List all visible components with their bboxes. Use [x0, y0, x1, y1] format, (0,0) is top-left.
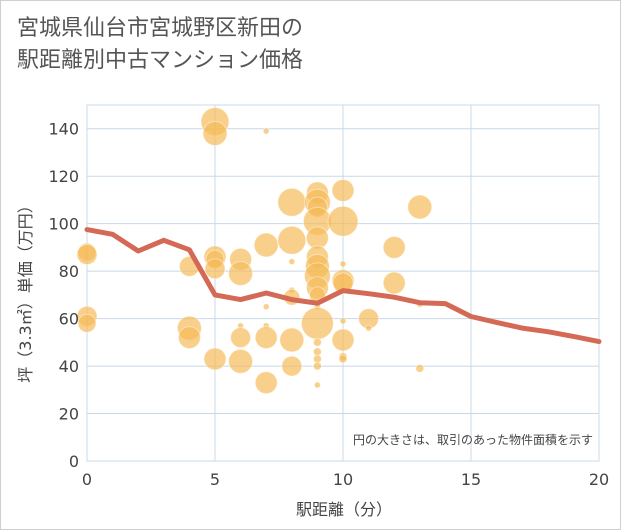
bubble-point: [382, 271, 406, 295]
bubble-point: [365, 324, 373, 332]
bubble-point: [177, 326, 201, 350]
y-tick-label: 80: [59, 262, 79, 281]
bubble-point: [230, 327, 252, 349]
x-tick-label: 10: [333, 470, 353, 489]
bubble-point: [204, 258, 226, 280]
bubble-point: [331, 178, 355, 202]
y-tick-label: 100: [48, 215, 79, 234]
y-tick-label: 20: [59, 405, 79, 424]
chart-title-line-1: 宮城県仙台市宮城野区新田の: [17, 16, 304, 41]
bubble-point: [281, 355, 303, 377]
bubble-point: [228, 348, 254, 374]
x-axis-ticks: 0 5 10 15 20: [82, 470, 609, 489]
bubble-point: [277, 187, 307, 217]
bubble-point: [382, 235, 406, 259]
bubble-point: [253, 232, 279, 258]
bubble-point: [254, 371, 278, 395]
y-tick-label: 40: [59, 357, 79, 376]
y-axis-ticks: 0 20 40 60 80 100 120 140: [48, 120, 79, 471]
bubble-point: [279, 327, 305, 353]
bubble-point: [338, 354, 348, 364]
x-tick-label: 20: [589, 470, 609, 489]
bubble-point: [228, 261, 254, 287]
y-axis-label: 坪（3.3㎡）単価（万円）: [16, 197, 35, 382]
y-tick-label: 0: [69, 452, 79, 471]
bubble-point: [407, 194, 433, 220]
bubble-layer: [76, 107, 433, 395]
x-axis-label: 駅距離（分）: [296, 500, 392, 519]
bubble-point: [300, 306, 334, 340]
grid-lines: [86, 104, 600, 462]
size-note: 円の大きさは、取引のあった物件面積を示す: [353, 432, 593, 447]
chart-title-line-2: 駅距離別中古マンション価格: [17, 48, 304, 73]
bubble-point: [277, 225, 307, 255]
bubble-point: [77, 313, 97, 333]
trend-line-layer: [84, 227, 602, 345]
bubble-point: [327, 205, 359, 237]
bubble-point: [202, 120, 228, 146]
bubble-point: [262, 303, 270, 311]
bubble-point: [331, 328, 355, 352]
bubble-point: [415, 363, 425, 373]
x-tick-label: 5: [210, 470, 220, 489]
bubble-point: [254, 326, 278, 350]
bubble-point: [76, 244, 98, 266]
bubble-point: [339, 260, 347, 268]
bubble-point: [313, 381, 321, 389]
y-tick-label: 140: [48, 120, 79, 139]
chart-title: 宮城県仙台市宮城野区新田の 駅距離別中古マンション価格: [17, 13, 303, 77]
x-tick-label: 0: [82, 470, 92, 489]
bubble-point: [312, 361, 322, 371]
trend-line: [84, 227, 602, 345]
bubble-point: [288, 258, 296, 266]
x-tick-label: 15: [461, 470, 481, 489]
bubble-point: [339, 317, 347, 325]
bubble-point: [312, 337, 322, 347]
y-tick-label: 60: [59, 310, 79, 329]
y-tick-label: 120: [48, 167, 79, 186]
bubble-point: [203, 347, 227, 371]
bubble-point: [262, 127, 270, 135]
